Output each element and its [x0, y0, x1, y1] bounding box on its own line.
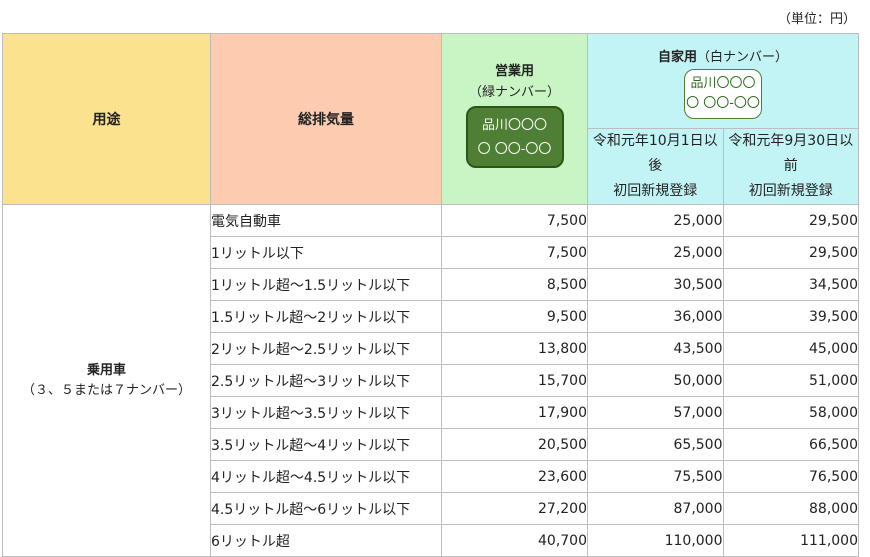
private-before-tax-cell: 88,000 — [722, 492, 859, 525]
displacement-cell: 1リットル以下 — [210, 236, 442, 269]
white-plate: 品川〇〇〇 〇 〇〇-〇〇 — [684, 68, 762, 119]
displacement-cell: 6リットル超 — [210, 524, 442, 557]
white-plate-line2: 〇 〇〇-〇〇 — [686, 95, 760, 111]
category-cell: 乗用車 （３、５または７ナンバー） — [2, 204, 211, 557]
table-row: 2.5リットル超～3リットル以下 15,700 50,000 51,000 — [3, 364, 859, 397]
private-after-tax-cell: 25,000 — [587, 236, 724, 269]
business-tax-cell: 7,500 — [441, 204, 588, 237]
displacement-cell: 4リットル超～4.5リットル以下 — [210, 460, 442, 493]
after-line1: 令和元年10月1日以後 — [592, 133, 718, 174]
private-after-tax-cell: 25,000 — [587, 204, 724, 237]
private-after-tax-cell: 30,500 — [587, 268, 724, 301]
business-tax-cell: 23,600 — [441, 460, 588, 493]
private-after-tax-cell: 87,000 — [587, 492, 724, 525]
table-row: 1リットル以下 7,500 25,000 29,500 — [3, 236, 859, 269]
business-tax-cell: 8,500 — [441, 268, 588, 301]
table-row: 乗用車 （３、５または７ナンバー） 電気自動車 7,500 25,000 29,500 — [2, 204, 859, 557]
green-plate-line1: 品川〇〇〇 — [481, 118, 547, 133]
white-plate-line1: 品川〇〇〇 — [690, 75, 756, 91]
business-tax-cell: 13,800 — [441, 332, 588, 365]
business-tax-cell: 7,500 — [441, 236, 588, 269]
business-tax-cell: 27,200 — [441, 492, 588, 525]
private-after-tax-cell: 75,500 — [587, 460, 724, 493]
business-title: 営業用 — [494, 64, 534, 79]
table-row: 4リットル超～4.5リットル以下 23,600 75,500 76,500 — [3, 460, 859, 493]
displacement-cell: 3リットル超～3.5リットル以下 — [210, 396, 442, 429]
table-row: 2リットル超～2.5リットル以下 13,800 43,500 45,000 — [3, 332, 859, 365]
header-private: 自家用（白ナンバー） 品川〇〇〇 〇 〇〇-〇〇 — [587, 33, 859, 129]
private-before-tax-cell: 58,000 — [722, 396, 859, 429]
private-before-tax-cell: 66,500 — [722, 428, 859, 461]
business-tax-cell: 9,500 — [441, 300, 588, 333]
table-row: 1リットル超～1.5リットル以下 8,500 30,500 34,500 — [3, 268, 859, 301]
private-before-tax-cell: 111,000 — [722, 524, 859, 557]
before-line2: 初回新規登録 — [748, 183, 833, 199]
displacement-cell: 2.5リットル超～3リットル以下 — [210, 364, 442, 397]
private-before-tax-cell: 39,500 — [722, 300, 859, 333]
private-before-tax-cell: 29,500 — [722, 236, 859, 269]
private-after-tax-cell: 57,000 — [587, 396, 724, 429]
green-plate: 品川〇〇〇 〇 〇〇-〇〇 — [465, 106, 564, 168]
table-row: 3.5リットル超～4リットル以下 20,500 65,500 66,500 — [3, 428, 859, 461]
header-use: 用途 — [2, 33, 211, 205]
tax-table: 用途 総排気量 営業用 （緑ナンバー） 品川〇〇〇 〇 〇〇-〇〇 自家用（白ナ… — [2, 33, 859, 557]
table-row: 3リットル超～3.5リットル以下 17,900 57,000 58,000 — [3, 396, 859, 429]
before-line1: 令和元年9月30日以前 — [728, 133, 854, 174]
private-before-tax-cell: 34,500 — [722, 268, 859, 301]
table-body: 乗用車 （３、５または７ナンバー） 電気自動車 7,500 25,000 29,500 1リ… — [2, 204, 859, 557]
header-displacement: 総排気量 — [210, 33, 442, 205]
private-before-tax-cell: 45,000 — [722, 332, 859, 365]
displacement-cell: 4.5リットル超～6リットル以下 — [210, 492, 442, 525]
business-tax-cell: 20,500 — [441, 428, 588, 461]
private-after-tax-cell: 43,500 — [587, 332, 724, 365]
private-after-tax-cell: 110,000 — [587, 524, 724, 557]
header-business: 営業用 （緑ナンバー） 品川〇〇〇 〇 〇〇-〇〇 — [441, 33, 588, 205]
unit-label: （単位：円） — [777, 12, 856, 27]
displacement-cell: 1リットル超～1.5リットル以下 — [210, 268, 442, 301]
business-tax-cell: 40,700 — [441, 524, 588, 557]
category-name: 乗用車 — [86, 362, 126, 378]
after-line2: 初回新規登録 — [613, 183, 698, 199]
private-before-tax-cell: 51,000 — [722, 364, 859, 397]
business-tax-cell: 17,900 — [441, 396, 588, 429]
business-sub: （緑ナンバー） — [468, 85, 560, 100]
category-sub: （３、５または７ナンバー） — [21, 382, 191, 398]
table-row: 1.5リットル超～2リットル以下 9,500 36,000 39,500 — [3, 300, 859, 333]
private-before-tax-cell: 76,500 — [722, 460, 859, 493]
private-sub: （白ナンバー） — [697, 49, 789, 65]
displacement-cell: 1.5リットル超～2リットル以下 — [210, 300, 442, 333]
displacement-cell: 3.5リットル超～4リットル以下 — [210, 428, 442, 461]
private-title: 自家用 — [657, 49, 697, 65]
displacement-cell: 電気自動車 — [210, 204, 442, 237]
header-private-after: 令和元年10月1日以後 初回新規登録 — [587, 128, 724, 205]
private-after-tax-cell: 65,500 — [587, 428, 724, 461]
header-private-before: 令和元年9月30日以前 初回新規登録 — [722, 128, 859, 205]
private-before-tax-cell: 29,500 — [722, 204, 859, 237]
green-plate-line2: 〇 〇〇-〇〇 — [477, 142, 552, 157]
private-after-tax-cell: 50,000 — [587, 364, 724, 397]
private-after-tax-cell: 36,000 — [587, 300, 724, 333]
business-tax-cell: 15,700 — [441, 364, 588, 397]
displacement-cell: 2リットル超～2.5リットル以下 — [210, 332, 442, 365]
